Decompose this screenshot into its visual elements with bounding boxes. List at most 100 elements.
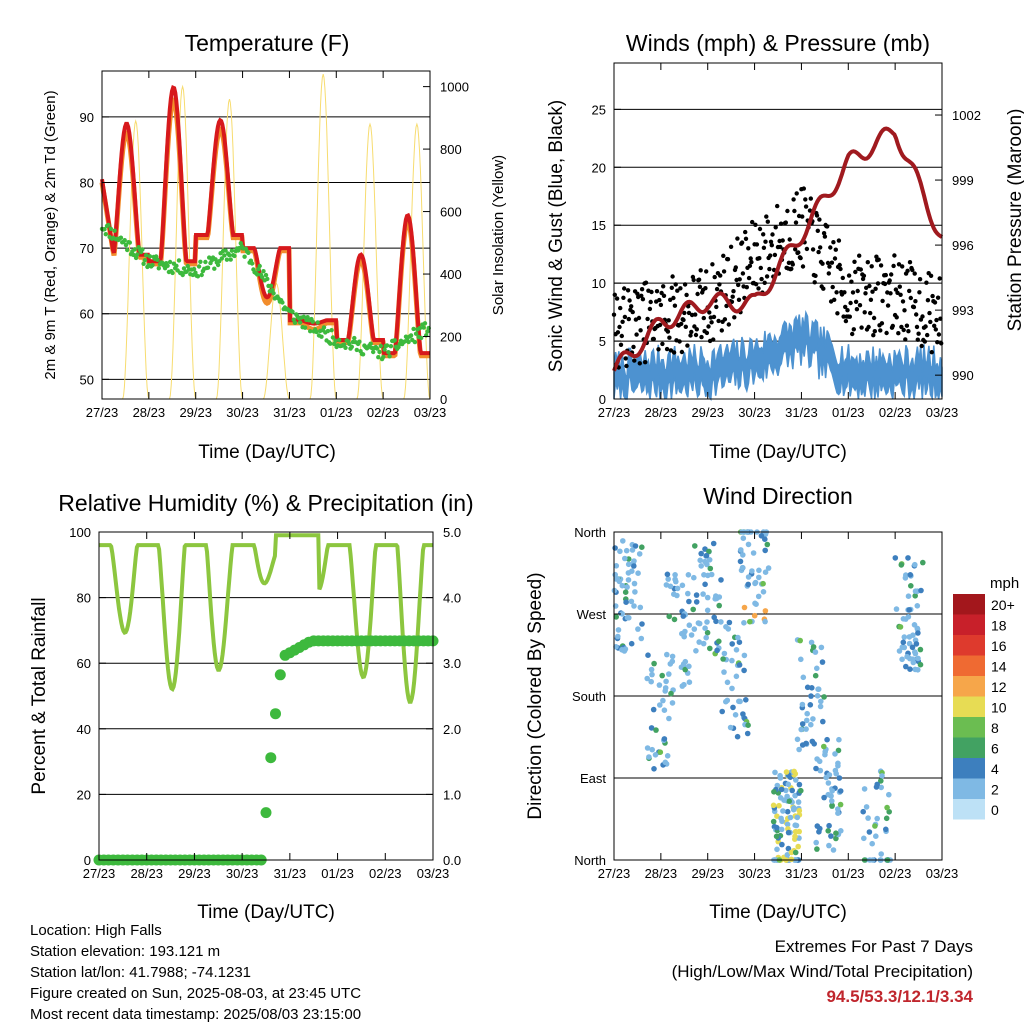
direction-point [917,646,924,653]
direction-point [821,794,827,801]
direction-point [817,767,824,774]
direction-point [682,658,689,665]
speed-legend-swatch [953,635,985,656]
gust-point [796,250,801,255]
direction-point [914,603,921,609]
direction-point [814,823,821,829]
direction-point [733,647,740,653]
direction-point [762,536,768,542]
gust-point [816,249,821,255]
gust-point [694,327,699,332]
x-tick-label: 28/23 [645,405,678,420]
gust-point [890,323,895,329]
gust-point [928,319,933,325]
direction-point [917,661,924,668]
direction-point [903,572,909,578]
direction-point [745,541,752,548]
gust-point [927,310,932,316]
gust-point [935,340,940,345]
dewpoint-point [408,333,414,338]
direction-point [613,644,619,650]
y-tick-label: 0 [599,392,606,407]
y-tick-label: 20 [592,160,606,175]
direction-point [648,725,655,731]
gust-point [904,323,910,328]
y-tick-label: 10 [592,276,606,291]
gust-point [841,314,846,319]
dewpoint-point [314,329,319,335]
direction-point [631,563,637,569]
direction-point [798,656,804,663]
direction-point [714,647,720,654]
direction-point [815,686,821,692]
direction-point [628,640,635,647]
direction-point [740,711,746,717]
y-tick-label: 90 [80,110,94,125]
gust-point [917,277,923,282]
gust-point [818,245,823,250]
direction-point [814,665,820,672]
dewpoint-point [402,339,407,344]
direction-point [837,801,844,808]
dewpoint-point [419,335,424,341]
direction-point [743,697,749,703]
dewpoint-point [108,226,114,231]
gust-point [871,315,877,321]
direction-point [771,789,777,795]
x-tick-label: 01/23 [320,405,353,420]
direction-point [667,661,674,667]
direction-point [878,851,884,857]
direction-point [886,791,892,798]
y2-tick-label: 1002 [952,108,981,123]
direction-point [793,822,800,829]
gust-point [732,315,737,320]
direction-point [613,614,619,620]
direction-point [812,649,819,655]
gust-point [920,314,925,319]
direction-point [619,582,626,589]
direction-point [811,741,817,747]
direction-point [785,845,792,852]
gust-point [639,293,644,298]
direction-point [820,718,826,725]
direction-point [829,798,835,804]
dewpoint-point [156,266,161,271]
gust-point [868,297,874,302]
dewpoint-point [131,252,136,258]
gust-point [768,253,773,258]
gust-point [810,247,816,252]
extremes-box: Extremes For Past 7 Days (High/Low/Max W… [672,934,973,1009]
gust-point [704,330,710,336]
gust-point [748,256,753,261]
direction-point [741,667,747,674]
gust-point [876,257,881,262]
gust-point [793,220,799,225]
gust-point [937,276,942,281]
direction-point [829,788,835,794]
dewpoint-point [215,262,221,268]
gust-point [743,229,748,235]
direction-point [624,584,630,590]
y-tick-label: 100 [69,525,91,540]
dewpoint-point [246,250,251,255]
dewpoint-point [242,254,247,259]
direction-point [833,835,839,842]
direction-point [721,669,727,675]
gust-point [834,290,839,295]
direction-point [907,666,913,672]
direction-point [898,562,905,568]
solar-series-line [169,84,197,400]
direction-point [770,818,777,825]
gust-point [626,316,631,322]
direction-point [835,763,841,769]
direction-point [750,550,757,556]
gust-point [865,260,870,265]
direction-point [912,649,918,655]
gust-point [857,253,862,258]
gust-point [903,337,908,342]
direction-point [704,594,711,601]
dewpoint-point [360,352,366,357]
direction-point [879,773,885,779]
gust-point [897,284,902,289]
temperature-title: Temperature (F) [185,30,350,56]
